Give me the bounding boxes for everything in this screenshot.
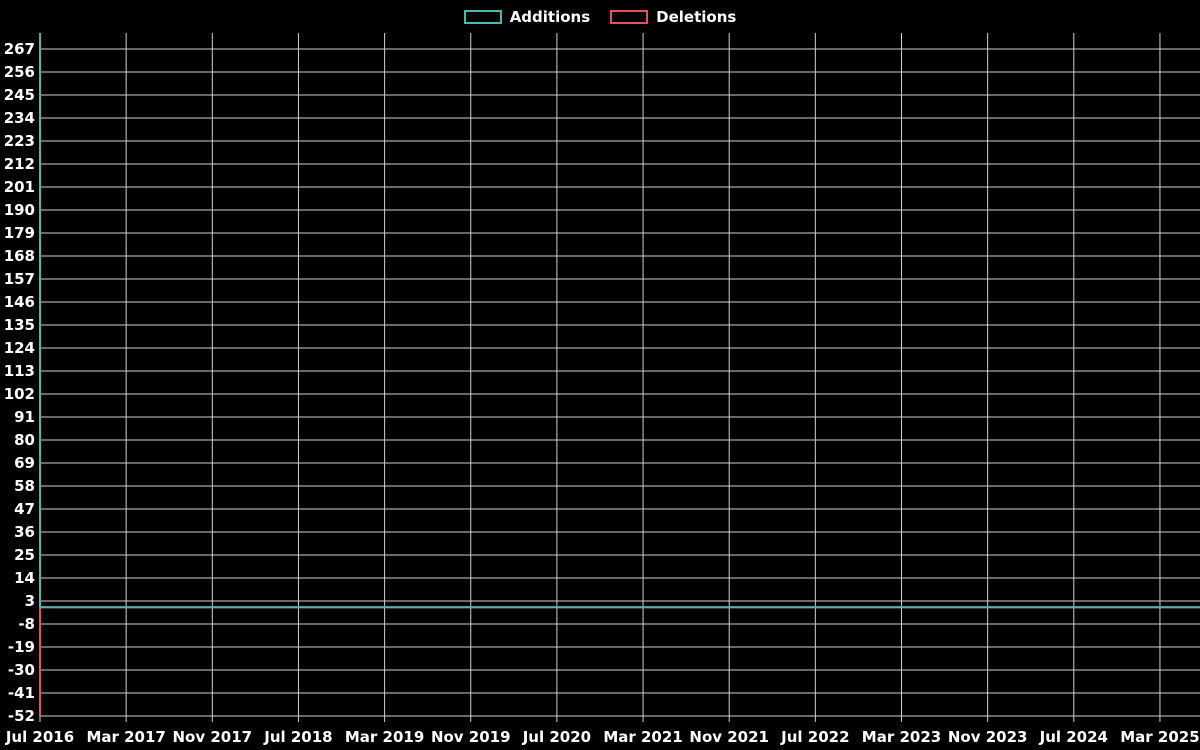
y-tick-label: -8 <box>18 615 35 633</box>
y-tick-label: -52 <box>8 707 35 725</box>
y-tick-label: 91 <box>14 408 35 426</box>
x-tick-label: Jul 2022 <box>780 728 849 746</box>
x-tick-label: Nov 2017 <box>172 728 252 746</box>
y-tick-label: 69 <box>14 454 35 472</box>
series-line-additions <box>39 33 1200 609</box>
x-tick-label: Jul 2024 <box>1039 728 1108 746</box>
x-tick-label: Mar 2025 <box>1120 728 1199 746</box>
y-tick-label: 190 <box>4 201 35 219</box>
y-tick-label: 267 <box>4 40 35 58</box>
x-tick-label: Mar 2019 <box>345 728 424 746</box>
y-tick-label: 212 <box>4 155 35 173</box>
y-tick-label: 36 <box>14 523 35 541</box>
y-tick-label: 3 <box>25 592 35 610</box>
y-tick-label: -19 <box>8 638 35 656</box>
y-tick-label: 234 <box>4 109 35 127</box>
x-tick-label: Jul 2016 <box>5 728 74 746</box>
x-tick-label: Mar 2023 <box>862 728 941 746</box>
y-tick-label: 47 <box>14 500 35 518</box>
y-tick-label: 168 <box>4 247 35 265</box>
y-tick-label: 113 <box>4 362 35 380</box>
y-tick-label: 157 <box>4 270 35 288</box>
y-tick-label: 245 <box>4 86 35 104</box>
y-tick-label: 135 <box>4 316 35 334</box>
y-tick-label: 201 <box>4 178 35 196</box>
chart-legend: Additions Deletions <box>0 8 1200 26</box>
y-tick-label: 58 <box>14 477 35 495</box>
x-tick-label: Mar 2021 <box>603 728 682 746</box>
deletions-swatch-icon <box>610 10 649 24</box>
legend-item-additions: Additions <box>463 8 591 26</box>
y-tick-label: 102 <box>4 385 35 403</box>
x-tick-label: Nov 2023 <box>948 728 1028 746</box>
y-tick-label: 14 <box>14 569 35 587</box>
legend-item-deletions: Deletions <box>610 8 736 26</box>
y-tick-label: 256 <box>4 63 35 81</box>
x-tick-label: Mar 2017 <box>86 728 165 746</box>
y-tick-label: 223 <box>4 132 35 150</box>
y-tick-label: -30 <box>8 661 35 679</box>
deletions-legend-label: Deletions <box>656 8 737 26</box>
x-tick-label: Jul 2018 <box>263 728 332 746</box>
y-tick-label: 124 <box>4 339 35 357</box>
x-tick-label: Nov 2021 <box>689 728 769 746</box>
additions-swatch-icon <box>463 10 502 24</box>
additions-legend-label: Additions <box>509 8 591 26</box>
y-tick-label: 25 <box>14 546 35 564</box>
y-tick-label: 179 <box>4 224 35 242</box>
y-tick-label: -41 <box>8 684 35 702</box>
x-tick-label: Nov 2019 <box>431 728 511 746</box>
y-tick-label: 146 <box>4 293 35 311</box>
y-tick-label: 80 <box>14 431 35 449</box>
x-tick-label: Jul 2020 <box>522 728 591 746</box>
